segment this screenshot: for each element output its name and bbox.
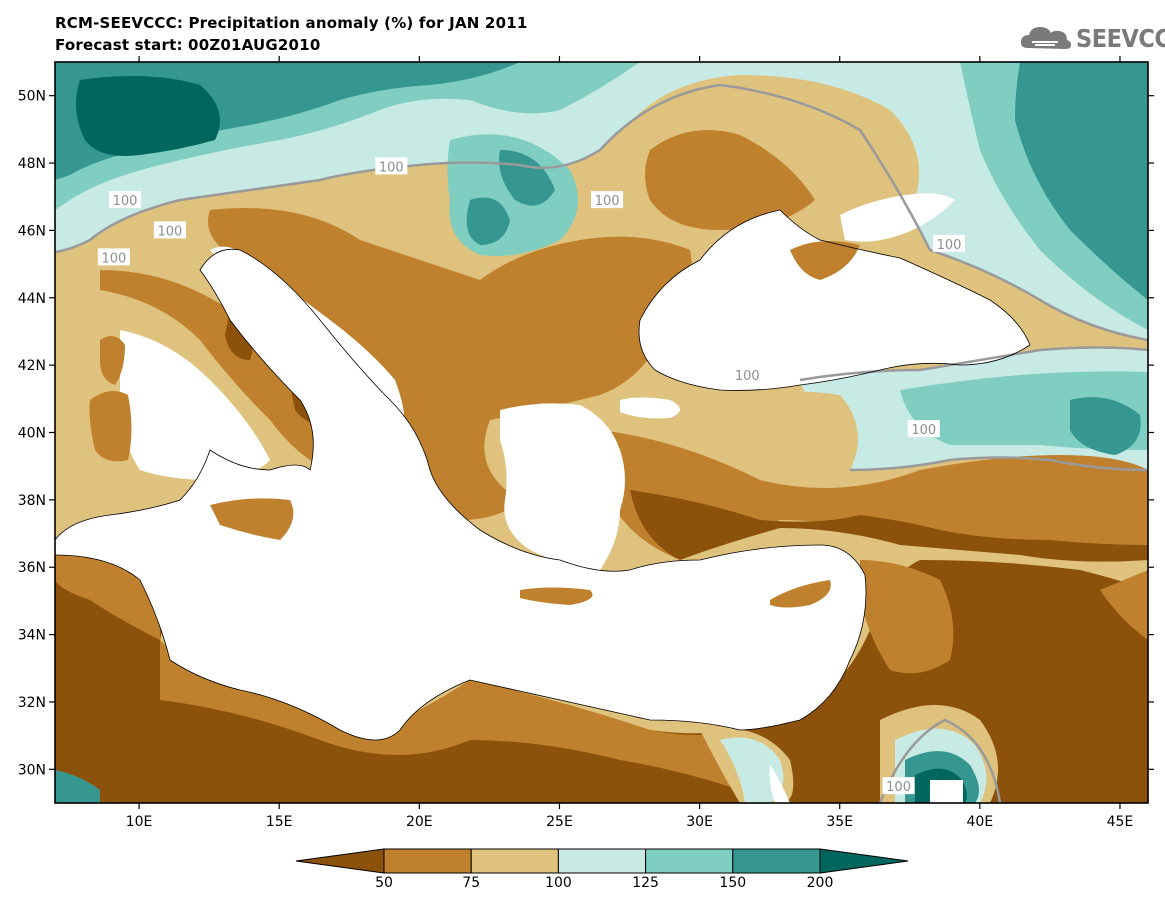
colorbar-segment — [732, 848, 821, 874]
contour-label: 100 — [113, 194, 138, 209]
contour-label: 100 — [911, 423, 936, 438]
lon-tick-label: 10E — [126, 814, 153, 830]
field-east-dark — [1015, 62, 1148, 300]
colorbar-segment-min — [295, 848, 385, 874]
colorbar-label: 100 — [545, 875, 572, 891]
field-levant — [860, 560, 1148, 674]
field-algeria-corner — [55, 770, 100, 803]
field-carpathian-core — [466, 150, 555, 245]
field-anatolia-darkest — [630, 490, 1148, 562]
colorbar-label: 75 — [462, 875, 480, 891]
colorbar-segment — [470, 848, 559, 874]
lon-tick-label: 40E — [967, 814, 994, 830]
sea-mediterranean — [55, 249, 866, 740]
sea-adriatic — [210, 246, 404, 430]
field-libya-band — [160, 640, 750, 790]
lat-tick-label: 42N — [18, 358, 46, 374]
lon-tick-label: 25E — [546, 814, 573, 830]
contour-label-bg — [97, 248, 130, 266]
lat-tick-label: 44N — [18, 291, 46, 307]
coastlines — [55, 209, 1031, 741]
contour-label: 100 — [886, 780, 911, 795]
field-ukraine-brown — [645, 130, 815, 230]
map-subtitle: Forecast start: 00Z01AUG2010 — [55, 36, 321, 54]
map-title: RCM-SEEVCCC: Precipitation anomaly (%) f… — [55, 14, 528, 32]
contour-label: 100 — [101, 251, 126, 266]
contour-label: 100 — [735, 369, 760, 384]
colorbar-segment — [557, 848, 647, 874]
contour-label-bg — [882, 777, 915, 795]
sea-black-sea — [639, 210, 1030, 391]
axis-ticks: 50N 48N 46N 44N 42N 40N 38N 36N 34N 32N 30N 10E 15E 2… — [18, 56, 1154, 830]
island-sardinia — [89, 391, 132, 462]
island-corsica — [100, 336, 125, 385]
field-balkan-brown — [208, 208, 692, 520]
colorbar-segment-max — [819, 848, 909, 874]
seevccc-logo: SEEVCCC — [1018, 22, 1165, 54]
contour-label-bg — [731, 366, 764, 384]
lat-tick-label: 30N — [18, 762, 46, 778]
contour-label-bg — [907, 420, 940, 438]
contour-100 — [55, 83, 1148, 803]
field-crimea — [790, 241, 860, 280]
lat-tick-label: 50N — [18, 89, 46, 105]
lon-tick-label: 30E — [686, 814, 713, 830]
sea-aegean — [500, 403, 625, 570]
contour-label-bg — [375, 157, 408, 175]
colorbar-label: 125 — [632, 875, 659, 891]
sea-marmara — [620, 397, 680, 419]
lat-tick-label: 38N — [18, 493, 46, 509]
lat-tick-label: 32N — [18, 695, 46, 711]
contour-label-bg — [109, 191, 142, 209]
contour-label: 100 — [157, 224, 182, 239]
sea-azov — [840, 193, 955, 242]
lat-tick-label: 36N — [18, 560, 46, 576]
field-anatolia-beige — [700, 391, 858, 484]
colorbar-label: 50 — [375, 875, 393, 891]
field-nile-teal — [720, 737, 784, 803]
field-north-darkest — [76, 76, 220, 156]
colorbar: 50 75 100 125 150 200 — [295, 848, 909, 891]
contour-label: 100 — [937, 238, 962, 253]
colorbar-label: 200 — [807, 875, 834, 891]
cloud-logo-icon — [1020, 27, 1071, 49]
sea-red-sea-gulf — [769, 765, 963, 803]
lat-tick-label: 48N — [18, 156, 46, 172]
lat-tick-label: 46N — [18, 223, 46, 239]
field-italy-brown — [100, 270, 353, 470]
contour-label: 100 — [595, 194, 620, 209]
colorbar-label: 150 — [719, 875, 746, 891]
island-cyprus — [770, 580, 831, 608]
contour-labels: 100 100 100 100 100 100 100 100 100 — [97, 157, 966, 795]
contour-label-bg — [591, 191, 624, 209]
field-caucasus-dark — [1070, 397, 1141, 455]
contour-label-bg — [153, 221, 186, 239]
lon-tick-label: 35E — [826, 814, 853, 830]
lat-tick-label: 34N — [18, 628, 46, 644]
anomaly-field — [55, 62, 1148, 803]
island-sicily — [210, 498, 294, 540]
colorbar-segment — [645, 848, 734, 874]
lat-tick-label: 40N — [18, 426, 46, 442]
lon-tick-label: 45E — [1107, 814, 1134, 830]
colorbar-segment — [383, 848, 472, 874]
island-crete — [520, 587, 593, 605]
lon-tick-label: 20E — [406, 814, 433, 830]
logo-text: SEEVCCC — [1076, 23, 1165, 53]
lon-tick-label: 15E — [266, 814, 293, 830]
contour-label-bg — [933, 234, 966, 252]
sea-tyrrhenian — [120, 330, 270, 480]
contour-label: 100 — [379, 160, 404, 175]
